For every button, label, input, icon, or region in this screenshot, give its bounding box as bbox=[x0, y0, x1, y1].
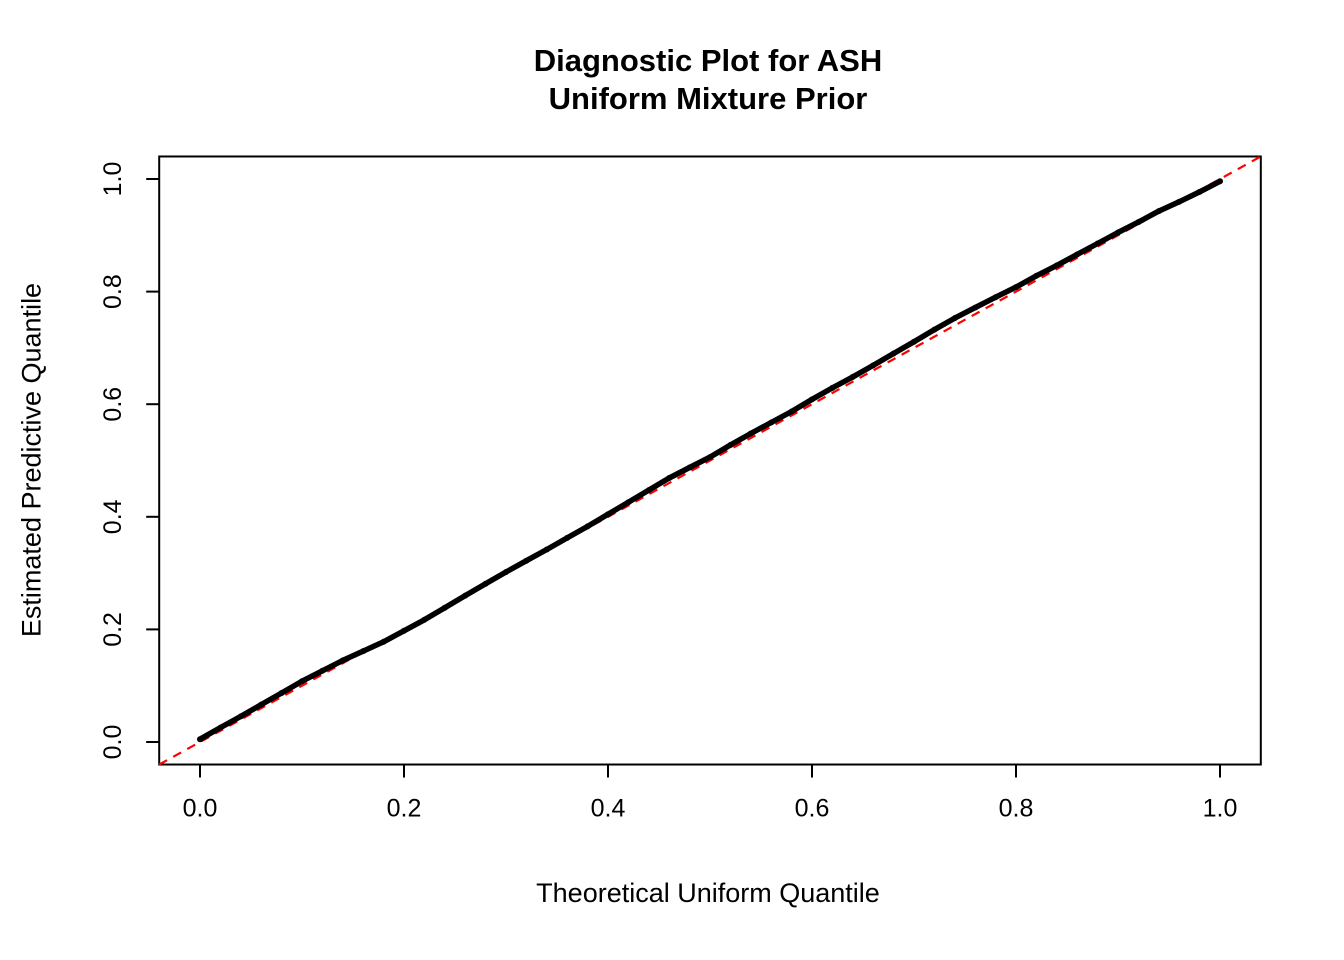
x-tick-label: 0.0 bbox=[183, 795, 218, 823]
data-point bbox=[1094, 240, 1101, 247]
data-point bbox=[625, 499, 632, 506]
data-point bbox=[1155, 208, 1162, 215]
y-tick-label: 0.8 bbox=[99, 274, 127, 309]
data-point bbox=[584, 523, 591, 530]
data-point bbox=[727, 442, 734, 448]
data-point bbox=[747, 430, 754, 437]
data-point bbox=[605, 511, 611, 518]
data-point bbox=[319, 667, 326, 674]
data-point bbox=[482, 580, 489, 587]
x-tick-label: 0.6 bbox=[795, 795, 830, 823]
x-tick-label: 0.2 bbox=[387, 795, 422, 823]
data-point bbox=[503, 569, 509, 575]
data-point bbox=[258, 701, 265, 708]
data-point bbox=[1217, 178, 1223, 185]
data-point bbox=[401, 627, 407, 634]
plot-box bbox=[158, 155, 1262, 766]
chart-title: Diagnostic Plot for ASH Uniform Mixture … bbox=[155, 42, 1261, 118]
data-point bbox=[1074, 251, 1081, 258]
data-point bbox=[931, 326, 938, 333]
data-point bbox=[972, 304, 979, 311]
data-point bbox=[360, 648, 367, 655]
y-tick-label: 0.6 bbox=[99, 387, 127, 422]
data-point bbox=[523, 557, 530, 564]
data-point bbox=[1176, 198, 1183, 205]
data-point bbox=[1196, 188, 1203, 195]
data-point bbox=[1135, 219, 1142, 226]
data-point bbox=[707, 454, 713, 461]
data-point bbox=[1013, 284, 1019, 291]
data-point bbox=[237, 713, 244, 720]
data-point bbox=[1053, 262, 1060, 269]
data-point bbox=[1033, 272, 1040, 279]
data-point bbox=[1115, 229, 1121, 236]
data-point bbox=[788, 408, 795, 415]
y-tick-label: 0.0 bbox=[99, 725, 127, 760]
y-tick-label: 1.0 bbox=[99, 162, 127, 197]
data-point bbox=[992, 294, 999, 301]
x-tick-label: 1.0 bbox=[1203, 795, 1238, 823]
data-point bbox=[666, 475, 673, 481]
x-tick-label: 0.8 bbox=[999, 795, 1034, 823]
data-point bbox=[380, 638, 387, 645]
data-point bbox=[849, 373, 856, 380]
x-axis-label: Theoretical Uniform Quantile bbox=[536, 878, 880, 908]
data-point bbox=[809, 396, 815, 403]
data-point bbox=[686, 464, 693, 471]
data-point bbox=[951, 315, 958, 322]
data-point bbox=[768, 419, 775, 426]
y-tick-label: 0.2 bbox=[99, 612, 127, 647]
data-point bbox=[197, 736, 203, 743]
data-point bbox=[911, 338, 917, 345]
y-axis-label: Estimated Predictive Quantile bbox=[16, 282, 47, 638]
data-point bbox=[829, 384, 836, 391]
data-point bbox=[543, 546, 550, 553]
data-point bbox=[870, 362, 877, 369]
data-point bbox=[339, 657, 346, 664]
y-tick-label: 0.4 bbox=[99, 499, 127, 534]
data-point bbox=[564, 534, 571, 541]
chart-title-line-1: Diagnostic Plot for ASH bbox=[533, 43, 883, 78]
data-point bbox=[645, 487, 652, 494]
data-point bbox=[462, 592, 469, 599]
data-point bbox=[890, 350, 897, 357]
data-point bbox=[441, 604, 448, 611]
x-tick-label: 0.4 bbox=[591, 795, 626, 823]
data-point bbox=[299, 678, 305, 685]
data-point bbox=[278, 690, 285, 696]
chart-title-line-2: Uniform Mixture Prior bbox=[548, 81, 868, 116]
data-point bbox=[217, 724, 224, 731]
data-point bbox=[421, 616, 428, 623]
